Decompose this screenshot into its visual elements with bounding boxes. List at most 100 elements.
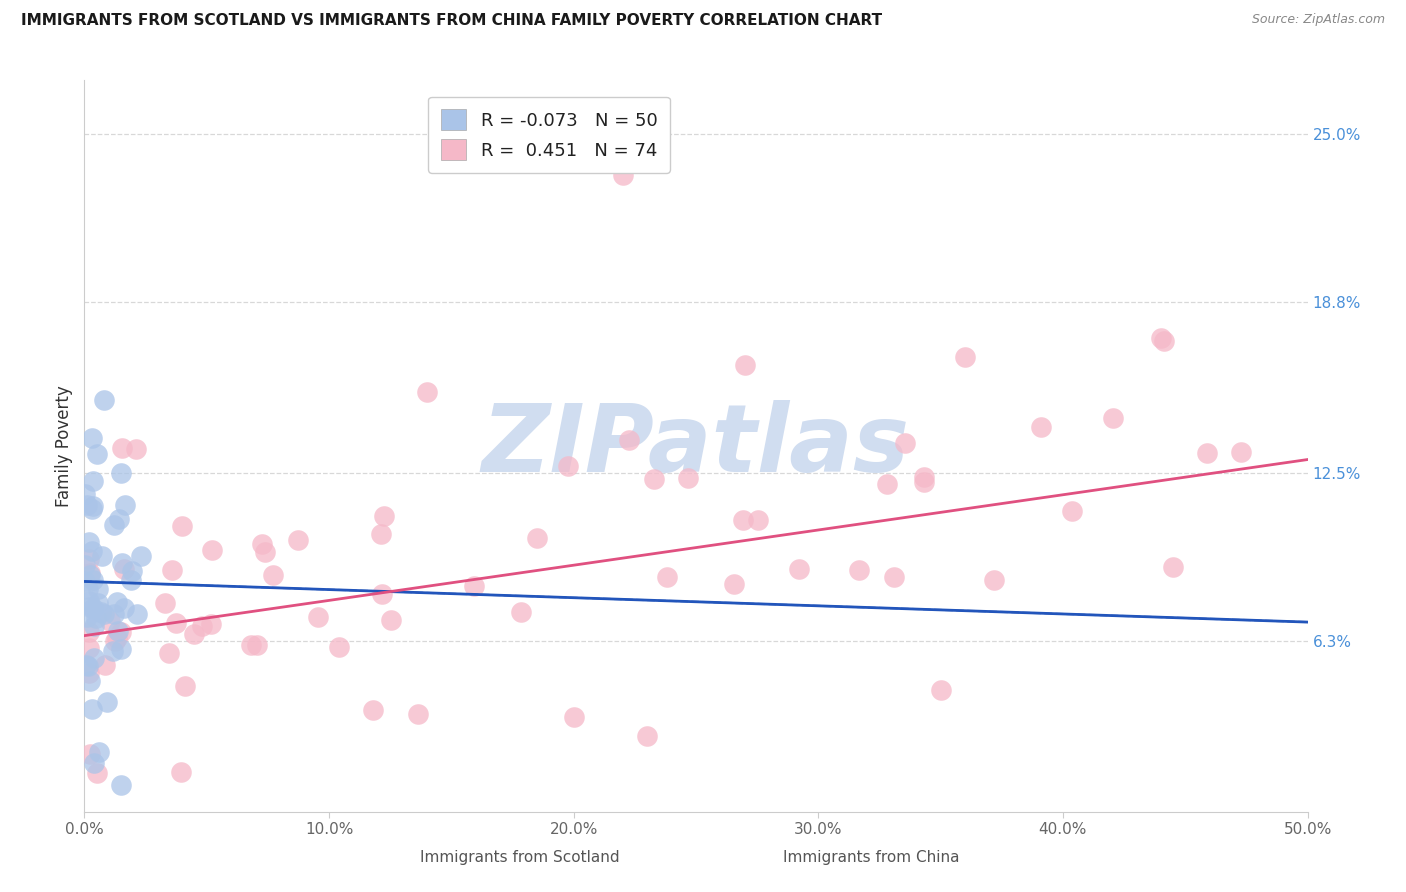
Point	[91, 549, 114, 564]
Point	[105, 595, 128, 609]
Point	[107, 624, 129, 638]
Point	[129, 549, 152, 564]
Point	[893, 436, 915, 450]
Point	[953, 350, 976, 364]
Point	[110, 466, 132, 480]
Point	[77, 593, 100, 607]
Point	[103, 607, 125, 621]
Point	[1102, 411, 1125, 425]
Point	[876, 477, 898, 491]
Point	[655, 570, 678, 584]
Point	[883, 569, 905, 583]
Point	[246, 639, 269, 653]
Point	[108, 511, 131, 525]
Point	[373, 509, 395, 524]
Point	[110, 625, 132, 640]
Text: Immigrants from Scotland: Immigrants from Scotland	[420, 850, 620, 865]
Point	[110, 778, 132, 792]
Point	[114, 498, 136, 512]
Point	[250, 537, 273, 551]
Point	[82, 573, 104, 587]
Point	[103, 644, 125, 658]
Point	[159, 646, 181, 660]
Point	[170, 765, 193, 780]
Point	[1195, 445, 1218, 459]
Text: Immigrants from China: Immigrants from China	[783, 850, 960, 865]
Point	[79, 599, 101, 614]
Point	[87, 596, 110, 610]
Point	[170, 519, 193, 533]
Point	[80, 431, 103, 445]
Point	[1150, 331, 1173, 345]
Point	[84, 611, 107, 625]
Point	[262, 568, 284, 582]
Point	[191, 619, 214, 633]
Point	[73, 486, 96, 500]
Point	[111, 556, 134, 570]
Point	[83, 650, 105, 665]
Point	[105, 631, 128, 645]
Point	[239, 638, 262, 652]
Point	[82, 475, 104, 489]
Point	[328, 640, 350, 654]
Point	[120, 573, 142, 587]
Point	[787, 562, 810, 576]
Point	[201, 542, 224, 557]
Point	[643, 472, 665, 486]
Text: ZIPatlas: ZIPatlas	[482, 400, 910, 492]
Point	[617, 433, 640, 447]
Point	[160, 563, 183, 577]
Point	[79, 747, 101, 761]
Point	[1031, 420, 1053, 434]
Point	[79, 568, 101, 582]
Point	[76, 610, 98, 624]
Point	[77, 640, 100, 655]
Point	[557, 458, 579, 473]
Point	[983, 573, 1005, 587]
Point	[416, 384, 439, 399]
Point	[183, 626, 205, 640]
Point	[733, 513, 755, 527]
Point	[82, 499, 104, 513]
Point	[929, 682, 952, 697]
Point	[112, 562, 135, 576]
Point	[87, 745, 110, 759]
Point	[121, 565, 143, 579]
Point	[76, 499, 98, 513]
Point	[90, 605, 112, 619]
Point	[80, 502, 103, 516]
Point	[86, 765, 108, 780]
Point	[75, 558, 97, 573]
Point	[509, 605, 531, 619]
Point	[87, 582, 110, 596]
Point	[79, 566, 101, 580]
Point	[153, 596, 176, 610]
Point	[912, 475, 935, 489]
Point	[723, 577, 745, 591]
Point	[75, 574, 97, 588]
Point	[408, 707, 430, 722]
Point	[1062, 504, 1084, 518]
Point	[112, 600, 135, 615]
Point	[94, 657, 117, 672]
Text: IMMIGRANTS FROM SCOTLAND VS IMMIGRANTS FROM CHINA FAMILY POVERTY CORRELATION CHA: IMMIGRANTS FROM SCOTLAND VS IMMIGRANTS F…	[21, 13, 882, 29]
Point	[562, 710, 585, 724]
Point	[848, 563, 870, 577]
Point	[1230, 445, 1253, 459]
Point	[253, 545, 276, 559]
Point	[125, 442, 148, 457]
Point	[678, 471, 700, 485]
Point	[307, 609, 329, 624]
Point	[200, 617, 222, 632]
Point	[96, 694, 118, 708]
Point	[79, 673, 101, 688]
Point	[110, 641, 132, 656]
Point	[98, 614, 121, 628]
Point	[83, 756, 105, 770]
Point	[463, 579, 485, 593]
Point	[77, 665, 100, 680]
Point	[912, 470, 935, 484]
Point	[1161, 560, 1184, 574]
Point	[1153, 334, 1175, 348]
Point	[173, 679, 195, 693]
